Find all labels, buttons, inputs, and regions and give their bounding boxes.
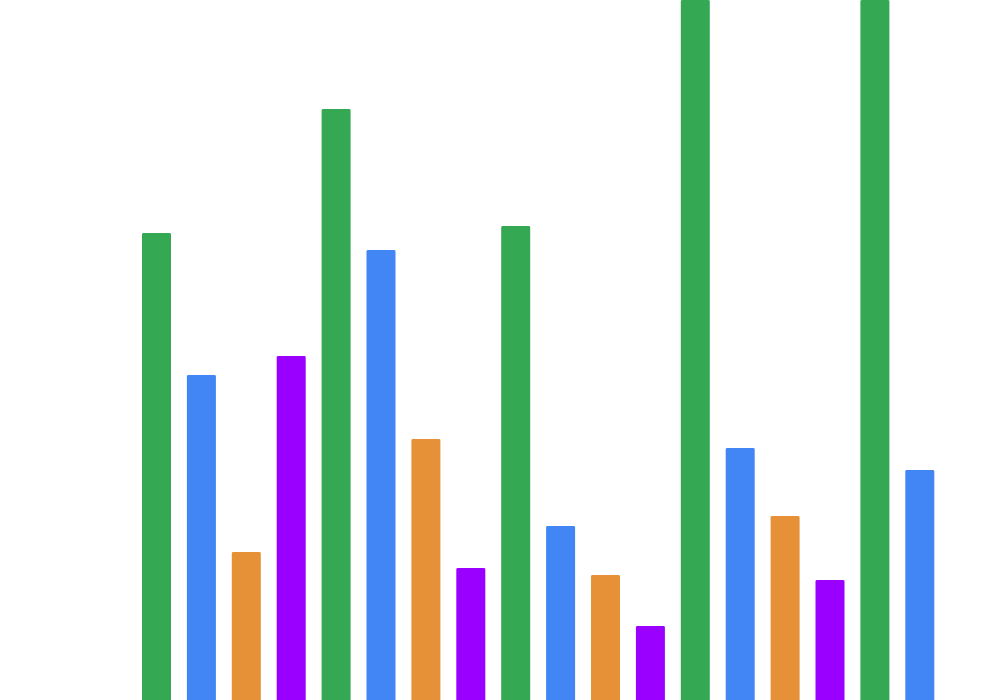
bar-10 [546,526,576,700]
bar-5 [321,109,351,700]
bar-11 [591,575,620,700]
bar-17 [860,0,890,700]
bar-3 [231,552,261,700]
bar-16 [815,580,845,700]
bar-7 [411,439,441,700]
bar-12 [635,626,665,700]
bar-14 [725,448,755,700]
bar-13 [680,0,710,700]
bar-8 [456,568,486,700]
bar-15 [770,516,800,700]
bar-1 [142,233,171,700]
bar-18 [905,470,935,700]
bars-group [142,0,935,700]
bar-9 [501,226,531,700]
bar-2 [186,375,216,700]
bar-6 [366,250,396,700]
bar-4 [276,356,306,700]
